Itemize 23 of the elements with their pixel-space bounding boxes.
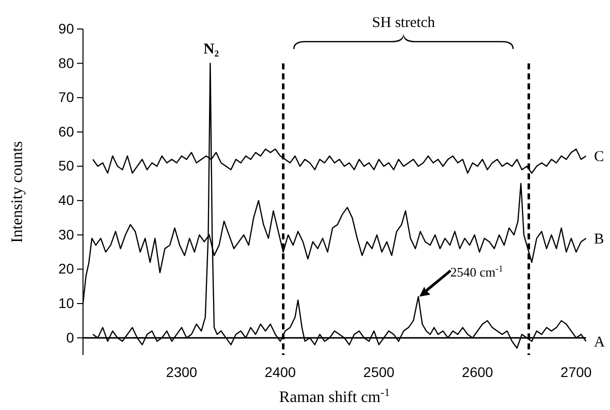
series-label: C xyxy=(594,148,604,165)
y-tick-label: 0 xyxy=(66,329,74,346)
y-tick-label: 60 xyxy=(58,123,74,140)
y-tick-label: 90 xyxy=(58,20,74,36)
x-axis-title: Raman shift cm$^{-1}$ xyxy=(279,387,390,406)
x-tick-label: 2400 xyxy=(264,364,296,380)
series-label: B xyxy=(594,231,604,248)
annotation: N₂ xyxy=(204,41,220,58)
y-tick-label: 80 xyxy=(58,54,74,71)
y-tick-label: 20 xyxy=(58,260,74,277)
x-tick-label: 2300 xyxy=(166,364,198,380)
y-tick-label: 70 xyxy=(58,89,74,106)
x-tick-label: 2700 xyxy=(560,364,592,380)
y-tick-label: 10 xyxy=(58,295,74,312)
annotation: 2540 cm$^{-1}$ xyxy=(450,264,504,280)
x-tick-label: 2600 xyxy=(462,364,494,380)
y-axis-title: Intensity counts xyxy=(9,141,26,243)
annotation: SH stretch xyxy=(372,15,436,31)
x-tick-label: 2500 xyxy=(363,364,395,380)
series-label: A xyxy=(594,334,605,350)
y-tick-label: 30 xyxy=(58,226,74,242)
y-tick-label: 40 xyxy=(58,192,74,208)
y-tick-label: 50 xyxy=(58,158,74,174)
